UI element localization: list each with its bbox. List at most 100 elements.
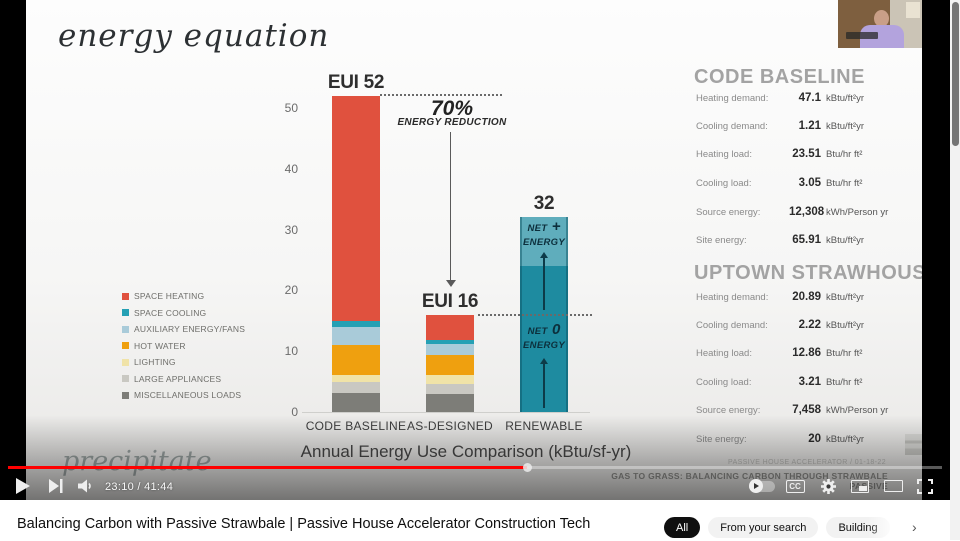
page-scrollbar[interactable] bbox=[950, 0, 960, 540]
panel-row: Source energy: 7,458 kWh/Person yr bbox=[696, 404, 908, 418]
panel-row-unit: kBtu/ft²yr bbox=[826, 320, 865, 331]
legend-label: SPACE COOLING bbox=[134, 307, 207, 318]
panel-row-value: 2.22 bbox=[798, 319, 821, 331]
legend-item: MISCELLANEOUS LOADS bbox=[122, 387, 245, 404]
speaker-webcam bbox=[838, 0, 922, 48]
panel-row-label: Cooling load: bbox=[696, 178, 752, 189]
y-tick-label: 40 bbox=[284, 161, 298, 176]
panel-row: Heating demand: 20.89 kBtu/ft²yr bbox=[696, 291, 908, 305]
webcam-window bbox=[906, 2, 920, 18]
chips-fade bbox=[868, 515, 910, 541]
filter-chip-from-your-search[interactable]: From your search bbox=[708, 517, 819, 538]
panel-row-unit: kWh/Person yr bbox=[826, 405, 889, 416]
video-player[interactable]: energy equation 70% ENERGY REDUCTION NET… bbox=[0, 0, 950, 500]
panel-row-value: 65.91 bbox=[792, 234, 821, 246]
bar-segment bbox=[332, 382, 380, 394]
speaker-head bbox=[874, 10, 889, 27]
net-plus-arrow-head bbox=[540, 252, 548, 258]
panel-row-value: 7,458 bbox=[792, 404, 821, 416]
legend-label: HOT WATER bbox=[134, 340, 186, 351]
panel-row-unit: Btu/hr ft² bbox=[826, 178, 863, 189]
next-button[interactable] bbox=[46, 476, 66, 496]
slide-title: energy equation bbox=[58, 18, 330, 54]
bar-segment bbox=[426, 314, 474, 341]
panel-row-value: 47.1 bbox=[798, 92, 821, 104]
bar-total-label: EUI 16 bbox=[421, 290, 479, 312]
reduction-label: ENERGY REDUCTION bbox=[397, 117, 507, 128]
theater-mode-button[interactable] bbox=[883, 476, 903, 496]
panel-row-value: 23.51 bbox=[792, 148, 821, 160]
y-tick-label: 10 bbox=[284, 344, 298, 359]
progress-scrubber[interactable] bbox=[523, 463, 532, 472]
panel-row-unit: Btu/hr ft² bbox=[826, 348, 863, 359]
panel-row-label: Heating demand: bbox=[696, 292, 769, 303]
legend-label: AUXILIARY ENERGY/FANS bbox=[134, 324, 246, 335]
net-zero-arrow-head bbox=[540, 358, 548, 364]
net-plus-label: NET + ENERGY bbox=[523, 218, 565, 248]
panel-row-label: Cooling load: bbox=[696, 377, 752, 388]
panel-row-value: 3.05 bbox=[798, 177, 821, 189]
autoplay-toggle[interactable] bbox=[748, 476, 776, 496]
y-tick-label: 0 bbox=[291, 405, 298, 419]
panel-row-label: Heating load: bbox=[696, 348, 752, 359]
fullscreen-button[interactable] bbox=[915, 476, 935, 496]
panel-row-label: Heating demand: bbox=[696, 93, 769, 104]
legend-item: SPACE COOLING bbox=[122, 305, 245, 322]
volume-icon[interactable] bbox=[76, 476, 96, 496]
bar-segment bbox=[332, 95, 380, 321]
panel-row-value: 12,308 bbox=[789, 206, 825, 218]
progress-bar[interactable] bbox=[8, 463, 942, 472]
legend-label: SPACE HEATING bbox=[134, 291, 205, 302]
panel-row: Heating load: 12.86 Btu/hr ft² bbox=[696, 347, 908, 361]
y-tick-label: 50 bbox=[284, 101, 298, 115]
y-tick-label: 20 bbox=[284, 283, 298, 298]
subtitles-button[interactable]: CC bbox=[785, 476, 805, 496]
x-axis-line bbox=[302, 412, 590, 413]
bar-segment bbox=[332, 326, 380, 346]
panel-row: Heating load: 23.51 Btu/hr ft² bbox=[696, 148, 908, 162]
dotted-line-eui16 bbox=[478, 314, 592, 316]
legend-item: AUXILIARY ENERGY/FANS bbox=[122, 321, 245, 338]
panel-title: UPTOWN STRAWHOUSE bbox=[694, 262, 922, 284]
panel-row-unit: kBtu/ft²yr bbox=[826, 93, 865, 104]
panel-row-label: Cooling demand: bbox=[696, 320, 768, 331]
bar-segment bbox=[332, 320, 380, 327]
legend-swatch bbox=[122, 375, 129, 383]
panel-row-unit: Btu/hr ft² bbox=[826, 149, 863, 160]
miniplayer-button[interactable] bbox=[850, 476, 870, 496]
panel-row-label: Cooling demand: bbox=[696, 121, 768, 132]
net-plus-arrow bbox=[543, 258, 545, 310]
info-panel: CODE BASELINE Heating demand: 47.1 kBtu/ft²… bbox=[694, 66, 909, 266]
bar-total-label: 32 bbox=[533, 193, 555, 215]
panel-row-unit: Btu/hr ft² bbox=[826, 377, 863, 388]
panel-row-value: 3.21 bbox=[798, 376, 821, 388]
legend-item: LIGHTING bbox=[122, 354, 245, 371]
speaker-body bbox=[860, 25, 904, 48]
scrollbar-thumb[interactable] bbox=[951, 2, 959, 146]
chips-more-chevron[interactable]: › bbox=[912, 519, 917, 535]
net-zero-label: NET 0 ENERGY bbox=[523, 321, 565, 351]
panel-title: CODE BASELINE bbox=[694, 66, 865, 88]
bar-segment bbox=[426, 384, 474, 394]
panel-row: Heating demand: 47.1 kBtu/ft²yr bbox=[696, 92, 908, 106]
panel-row-label: Heating load: bbox=[696, 149, 752, 160]
y-tick-label: 30 bbox=[284, 222, 298, 237]
bar-segment bbox=[426, 354, 474, 375]
legend-swatch bbox=[122, 358, 129, 366]
bar-segment bbox=[426, 393, 474, 412]
legend-label: LIGHTING bbox=[134, 357, 176, 368]
panel-row: Source energy: 12,308 kWh/Person yr bbox=[696, 206, 908, 220]
reduction-percent: 70% bbox=[430, 97, 474, 120]
legend-swatch bbox=[122, 342, 129, 350]
bar-segment bbox=[426, 374, 474, 385]
net-zero-arrow bbox=[543, 364, 545, 408]
reduction-arrow-head bbox=[446, 280, 456, 287]
panel-row-unit: kWh/Person yr bbox=[826, 207, 889, 218]
legend-item: SPACE HEATING bbox=[122, 288, 245, 305]
play-button[interactable] bbox=[13, 476, 33, 496]
legend-label: LARGE APPLIANCES bbox=[134, 373, 222, 384]
settings-button[interactable] bbox=[818, 476, 838, 496]
panel-row-unit: kBtu/ft²yr bbox=[826, 121, 865, 132]
filter-chip-all[interactable]: All bbox=[664, 517, 701, 538]
